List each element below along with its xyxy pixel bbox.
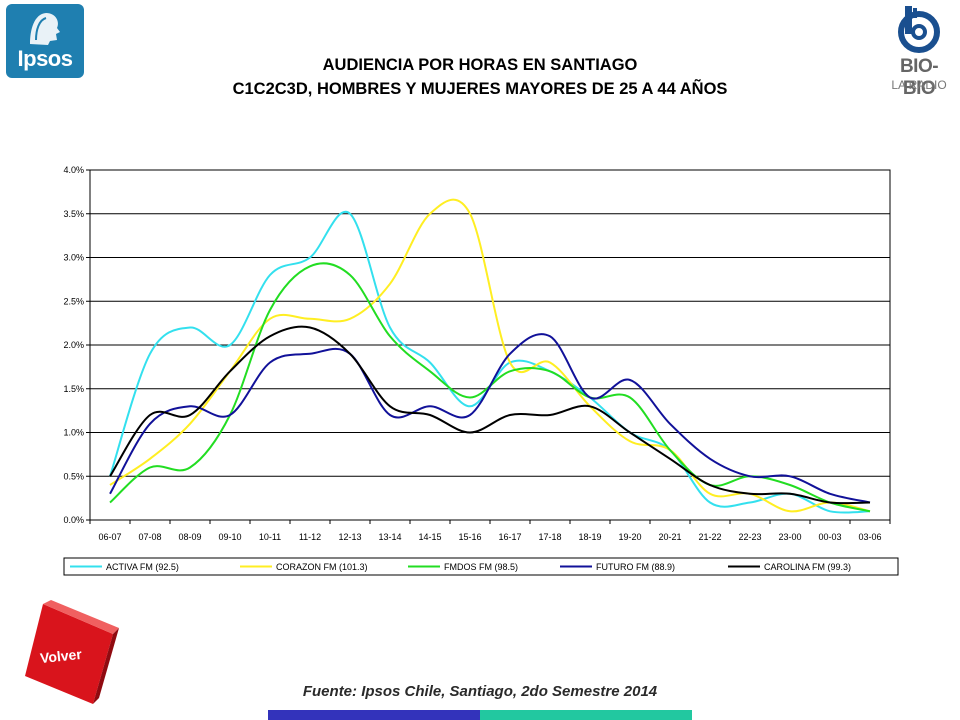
x-axis-ticks: 06-07 07-08 08-09 09-10 10-11 11-12 12-13 13-14… — [89, 520, 891, 542]
ipsos-face-icon — [30, 13, 60, 45]
x-tick-label: 13-14 — [378, 532, 401, 542]
y-tick-label: 3.0% — [63, 253, 84, 263]
source-note: Fuente: Ipsos Chile, Santiago, 2do Semes… — [302, 683, 658, 700]
x-tick-label: 16-17 — [498, 532, 521, 542]
x-tick-label: 19-20 — [618, 532, 641, 542]
x-tick-label: 06-07 — [98, 532, 121, 542]
ipsos-logo: Ipsos — [6, 4, 84, 78]
x-tick-label: 15-16 — [458, 532, 481, 542]
x-tick-label: 08-09 — [178, 532, 201, 542]
x-tick-label: 10-11 — [259, 532, 281, 542]
biobio-mark-icon — [898, 6, 940, 53]
volver-button[interactable] — [25, 598, 125, 708]
legend-label-0: ACTIVA FM (92.5) — [106, 562, 179, 572]
x-tick-label: 12-13 — [338, 532, 361, 542]
x-tick-label: 21-22 — [698, 532, 721, 542]
y-tick-label: 0.0% — [63, 515, 84, 525]
y-tick-label: 3.5% — [63, 209, 84, 219]
legend-label-2: FMDOS FM (98.5) — [444, 562, 518, 572]
legend: ACTIVA FM (92.5) CORAZON FM (101.3) FMDOS … — [70, 562, 851, 572]
biobio-logo-text: BIO-BIO — [899, 56, 939, 99]
x-tick-label: 00-03 — [818, 532, 841, 542]
series-line-4 — [109, 325, 871, 505]
footer-bar-left — [268, 710, 480, 720]
x-tick-label: 14-15 — [418, 532, 441, 542]
x-tick-label: 17-18 — [538, 532, 561, 542]
x-tick-label: 23-00 — [778, 532, 801, 542]
series-line-2 — [109, 262, 871, 513]
audience-line-chart: 0.0% 0.5% 1.0% 1.5% 2.0% 2.5% 3.0% 3.5% 4.0% 06-… — [63, 165, 899, 576]
series-line-1 — [109, 198, 871, 513]
x-tick-label: 18-19 — [578, 532, 601, 542]
legend-label-4: CAROLINA FM (99.3) — [764, 562, 851, 572]
y-tick-label: 4.0% — [63, 165, 84, 175]
x-tick-label: 20-21 — [658, 532, 681, 542]
x-tick-label: 22-23 — [738, 532, 761, 542]
chart-title-line-1: AUDIENCIA POR HORAS EN SANTIAGO — [322, 56, 638, 74]
x-tick-label: 07-08 — [138, 532, 161, 542]
y-tick-label: 2.0% — [63, 340, 84, 350]
gridlines — [90, 213, 890, 477]
series-lines — [109, 198, 871, 514]
legend-box — [63, 557, 899, 576]
y-tick-label: 2.5% — [63, 296, 84, 306]
footer-bar-right — [480, 710, 692, 720]
biobio-logo: BIO-BIO LA RADIO — [884, 4, 954, 100]
legend-label-1: CORAZON FM (101.3) — [276, 562, 368, 572]
x-tick-label: 09-10 — [218, 532, 241, 542]
series-line-3 — [109, 333, 871, 504]
y-axis-ticks: 0.0% 0.5% 1.0% 1.5% 2.0% 2.5% 3.0% 3.5% 4.0% — [63, 165, 90, 525]
x-tick-label: 03-06 — [858, 532, 881, 542]
y-tick-label: 0.5% — [63, 471, 84, 481]
series-line-0 — [109, 210, 871, 514]
legend-label-3: FUTURO FM (88.9) — [596, 562, 675, 572]
biobio-logo-subtext: LA RADIO — [891, 78, 947, 92]
ipsos-logo-text: Ipsos — [17, 46, 73, 71]
y-tick-label: 1.0% — [63, 428, 84, 438]
chart-title-line-2: C1C2C3D, HOMBRES Y MUJERES MAYORES DE 25… — [232, 80, 728, 98]
x-tick-label: 11-12 — [299, 532, 321, 542]
y-tick-label: 1.5% — [63, 384, 84, 394]
